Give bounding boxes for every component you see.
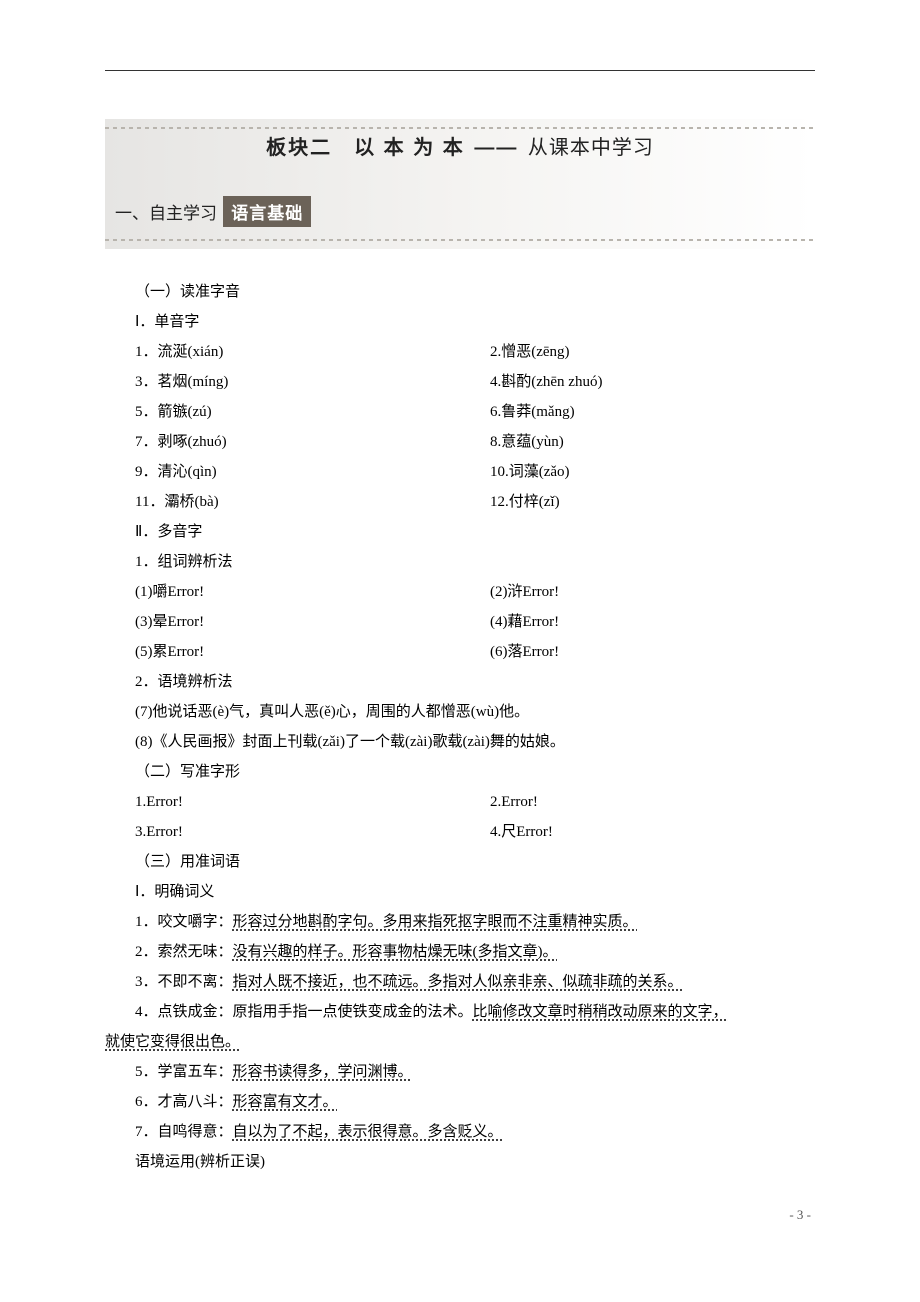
mono-row: 5．箭镞(zú)6.鲁莽(mǎng) <box>105 397 815 427</box>
sec3-sub1: Ⅰ．明确词义 <box>105 877 815 907</box>
poly-right: (4)藉Error! <box>460 607 815 637</box>
mono-right: 10.词藻(zǎo) <box>460 457 815 487</box>
poly-row: (5)累Error!(6)落Error! <box>105 637 815 667</box>
mono-left: 11．灞桥(bà) <box>105 487 460 517</box>
header-banner: 板块二 以 本 为 本 —— 从课本中学习 一、自主学习 语言基础 <box>105 119 815 249</box>
form-row: 3.Error!4.尺Error! <box>105 817 815 847</box>
top-rule <box>105 70 815 71</box>
def-name: 6．才高八斗： <box>135 1094 233 1110</box>
def-row: 5．学富五车：形容书读得多，学问渊博。 <box>105 1057 815 1087</box>
sec1-sub2-1: 1．组词辨析法 <box>105 547 815 577</box>
def-row: 4．点铁成金：原指用手指一点使铁变成金的法术。比喻修改文章时稍稍改动原来的文字， <box>105 997 815 1027</box>
def-text: 形容富有文才。 <box>233 1094 338 1110</box>
def-name: 5．学富五车： <box>135 1064 233 1080</box>
form-left: 3.Error! <box>105 817 460 847</box>
def-text: 自以为了不起，表示很得意。多含贬义。 <box>233 1124 503 1140</box>
sec3-heading: （三）用准词语 <box>105 847 815 877</box>
context-8: (8)《人民画报》封面上刊载(zǎi)了一个载(zài)歌载(zài)舞的姑娘。 <box>105 727 815 757</box>
def-text: 没有兴趣的样子。形容事物枯燥无味(多指文章)。 <box>233 944 558 960</box>
def-row: 6．才高八斗：形容富有文才。 <box>105 1087 815 1117</box>
mono-row: 7．剥啄(zhuó)8.意蕴(yùn) <box>105 427 815 457</box>
banner-title-main: 板块二 以 本 为 本 <box>266 137 465 159</box>
banner-rule-top <box>105 127 815 129</box>
sec1-sub2-2: 2．语境辨析法 <box>105 667 815 697</box>
error-label: Error! <box>146 824 183 840</box>
def-text: 就使它变得很出色。 <box>105 1034 240 1050</box>
mono-left: 3．茗烟(míng) <box>105 367 460 397</box>
banner-subtitle: 一、自主学习 语言基础 <box>115 196 311 227</box>
form-left: 1.Error! <box>105 787 460 817</box>
def-row-tail: 就使它变得很出色。 <box>105 1027 815 1057</box>
error-label: Error! <box>523 644 560 660</box>
error-label: Error! <box>523 584 560 600</box>
mono-row: 1．流涎(xián)2.憎恶(zēng) <box>105 337 815 367</box>
poly-right: (2)浒Error! <box>460 577 815 607</box>
poly-left: (1)嚼Error! <box>105 577 460 607</box>
def-name: 1．咬文嚼字： <box>135 914 233 930</box>
banner-sub-prefix: 一、自主学习 <box>115 204 217 223</box>
mono-left: 7．剥啄(zhuó) <box>105 427 460 457</box>
def-name: 2．索然无味： <box>135 944 233 960</box>
error-label: Error! <box>168 584 205 600</box>
mono-left: 1．流涎(xián) <box>105 337 460 367</box>
sec2-heading: （二）写准字形 <box>105 757 815 787</box>
form-right: 2.Error! <box>460 787 815 817</box>
mono-row: 11．灞桥(bà)12.付梓(zǐ) <box>105 487 815 517</box>
error-label: Error! <box>146 794 183 810</box>
banner-sub-tag: 语言基础 <box>223 196 311 227</box>
error-label: Error! <box>168 644 205 660</box>
mono-row: 3．茗烟(míng)4.斟酌(zhēn zhuó) <box>105 367 815 397</box>
mono-right: 6.鲁莽(mǎng) <box>460 397 815 427</box>
banner-rule-bot <box>105 239 815 241</box>
sec1-sub1: Ⅰ．单音字 <box>105 307 815 337</box>
mono-left: 9．清沁(qìn) <box>105 457 460 487</box>
banner-title-sep: —— <box>474 137 518 159</box>
mono-right: 8.意蕴(yùn) <box>460 427 815 457</box>
form-row: 1.Error!2.Error! <box>105 787 815 817</box>
def-name: 3．不即不离： <box>135 974 233 990</box>
banner-title: 板块二 以 本 为 本 —— 从课本中学习 <box>105 131 815 160</box>
def-text: 比喻修改文章时稍稍改动原来的文字， <box>473 1004 728 1020</box>
def-text: 指对人既不接近，也不疏远。多指对人似亲非亲、似疏非疏的关系。 <box>233 974 683 990</box>
context-7: (7)他说话恶(è)气，真叫人恶(ě)心，周围的人都憎恶(wù)他。 <box>105 697 815 727</box>
banner-title-tail: 从课本中学习 <box>528 137 654 159</box>
def-text: 形容书读得多，学问渊博。 <box>233 1064 413 1080</box>
error-label: Error! <box>523 614 560 630</box>
error-label: Error! <box>501 794 538 810</box>
def-name: 4．点铁成金：原指用手指一点使铁变成金的法术。 <box>135 1004 473 1020</box>
page: 板块二 以 本 为 本 —— 从课本中学习 一、自主学习 语言基础 （一）读准字… <box>0 0 920 1263</box>
sec1-sub2: Ⅱ．多音字 <box>105 517 815 547</box>
page-number: - 3 - <box>105 1207 815 1223</box>
poly-row: (1)嚼Error!(2)浒Error! <box>105 577 815 607</box>
sec3-tail: 语境运用(辨析正误) <box>105 1147 815 1177</box>
mono-right: 2.憎恶(zēng) <box>460 337 815 367</box>
def-row: 7．自鸣得意：自以为了不起，表示很得意。多含贬义。 <box>105 1117 815 1147</box>
poly-row: (3)晕Error!(4)藉Error! <box>105 607 815 637</box>
def-text: 形容过分地斟酌字句。多用来指死抠字眼而不注重精神实质。 <box>233 914 638 930</box>
content: （一）读准字音 Ⅰ．单音字 1．流涎(xián)2.憎恶(zēng) 3．茗烟(… <box>105 277 815 1177</box>
poly-left: (3)晕Error! <box>105 607 460 637</box>
mono-right: 4.斟酌(zhēn zhuó) <box>460 367 815 397</box>
def-name: 7．自鸣得意： <box>135 1124 233 1140</box>
poly-left: (5)累Error! <box>105 637 460 667</box>
def-row: 2．索然无味：没有兴趣的样子。形容事物枯燥无味(多指文章)。 <box>105 937 815 967</box>
poly-right: (6)落Error! <box>460 637 815 667</box>
error-label: Error! <box>516 824 553 840</box>
sec1-heading: （一）读准字音 <box>105 277 815 307</box>
def-row: 1．咬文嚼字：形容过分地斟酌字句。多用来指死抠字眼而不注重精神实质。 <box>105 907 815 937</box>
mono-right: 12.付梓(zǐ) <box>460 487 815 517</box>
mono-left: 5．箭镞(zú) <box>105 397 460 427</box>
form-right: 4.尺Error! <box>460 817 815 847</box>
def-row: 3．不即不离：指对人既不接近，也不疏远。多指对人似亲非亲、似疏非疏的关系。 <box>105 967 815 997</box>
mono-row: 9．清沁(qìn)10.词藻(zǎo) <box>105 457 815 487</box>
error-label: Error! <box>168 614 205 630</box>
